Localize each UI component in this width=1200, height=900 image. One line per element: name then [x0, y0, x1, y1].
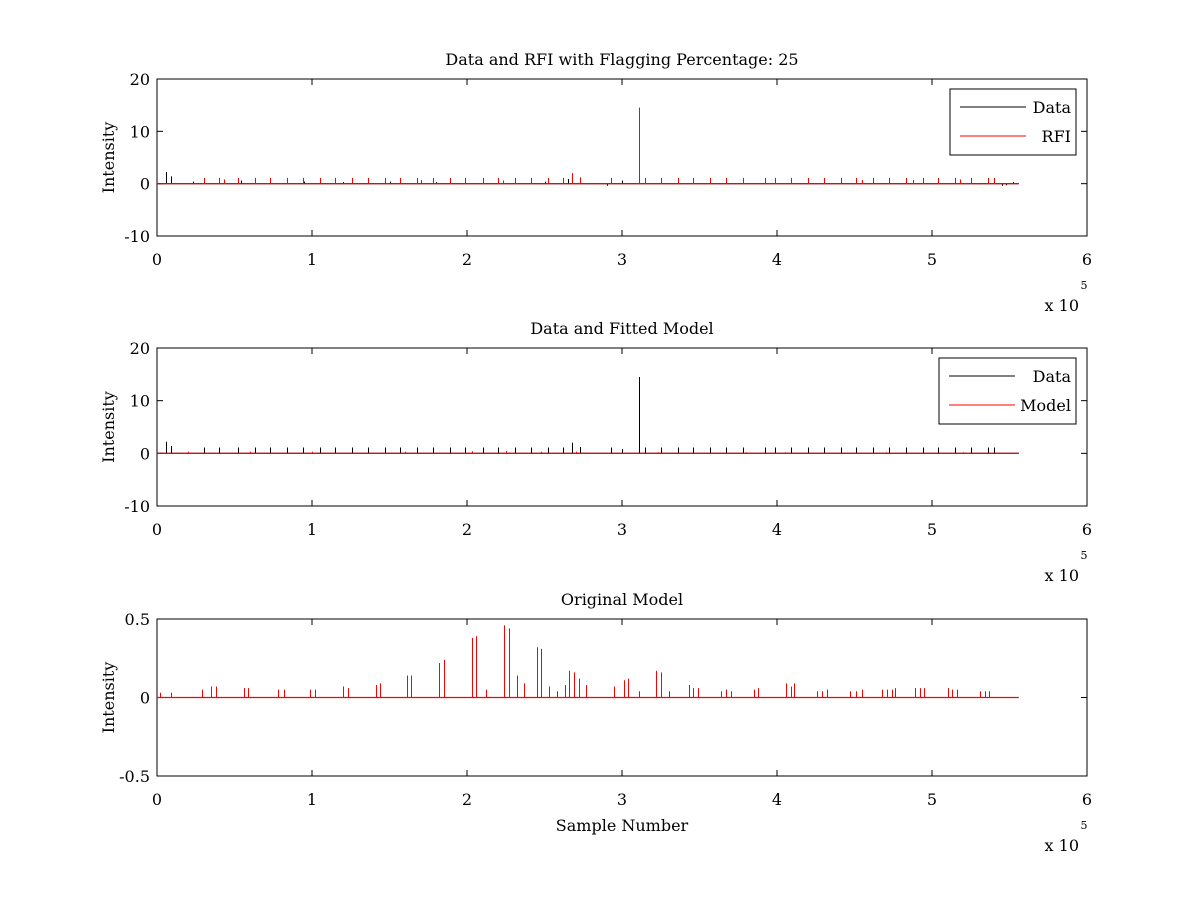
x-tick-label: 3 — [617, 520, 627, 539]
x-tick-label: 3 — [617, 250, 627, 269]
x-tick-label: 4 — [772, 250, 782, 269]
x-tick-label: 0 — [152, 250, 162, 269]
legend-entry: Data — [1033, 367, 1072, 386]
x-tick-label: 1 — [307, 250, 317, 269]
y-tick-label: -10 — [124, 497, 150, 516]
y-tick-label: 0 — [140, 689, 150, 708]
plot-area — [157, 376, 1019, 454]
x-axis-label: Sample Number — [556, 816, 689, 835]
y-tick-label: 20 — [130, 70, 150, 89]
chart-title: Data and RFI with Flagging Percentage: 2… — [445, 50, 798, 69]
legend-box — [949, 88, 1077, 156]
axes-box — [156, 78, 1088, 237]
x-multiplier-exponent: 5 — [1081, 279, 1088, 292]
x-multiplier: x 10 — [1045, 836, 1079, 855]
x-tick-label: 0 — [152, 520, 162, 539]
legend: Data RFI — [949, 88, 1077, 156]
x-tick-label: 2 — [462, 250, 472, 269]
x-tick-label: 6 — [1082, 790, 1092, 809]
panel-1: Data and RFI with Flagging Percentage: 2… — [99, 50, 1092, 315]
x-tick-label: 2 — [462, 520, 472, 539]
y-axis-label: Intensity — [99, 391, 118, 463]
y-tick-label: 0.5 — [125, 610, 150, 629]
x-tick-label: 2 — [462, 790, 472, 809]
legend: Data Model — [938, 357, 1077, 425]
x-multiplier: x 10 — [1045, 296, 1079, 315]
y-tick-label: -0.5 — [119, 767, 150, 786]
axes-box — [156, 347, 1088, 507]
x-multiplier-exponent: 5 — [1081, 819, 1088, 832]
x-tick-label: 0 — [152, 790, 162, 809]
x-tick-label: 3 — [617, 790, 627, 809]
x-tick-label: 6 — [1082, 250, 1092, 269]
y-tick-label: 0 — [140, 175, 150, 194]
y-tick-label: 10 — [130, 122, 150, 141]
chart-title: Original Model — [561, 590, 683, 609]
x-multiplier-exponent: 5 — [1081, 549, 1088, 562]
chart-title: Data and Fitted Model — [530, 319, 713, 338]
y-tick-label: 20 — [130, 339, 150, 358]
series-model — [157, 625, 1019, 699]
y-axis-label: Intensity — [99, 662, 118, 734]
x-tick-label: 4 — [772, 790, 782, 809]
legend-entry: RFI — [1042, 127, 1071, 146]
series-rfi — [157, 107, 1019, 185]
series-model — [157, 450, 1019, 454]
legend-box — [938, 357, 1077, 425]
x-tick-label: 4 — [772, 520, 782, 539]
x-multiplier: x 10 — [1045, 566, 1079, 585]
legend-entry: Data — [1033, 98, 1072, 117]
x-tick-label: 6 — [1082, 520, 1092, 539]
plot-area — [157, 625, 1019, 699]
y-tick-label: 0 — [140, 444, 150, 463]
plot-area — [157, 107, 1019, 186]
y-axis-label: Intensity — [99, 122, 118, 194]
panel-2: Data and Fitted Model Intensity 0 1 2 3 4 5 6 -10… — [99, 319, 1092, 585]
x-tick-label: 5 — [927, 250, 937, 269]
y-tick-label: -10 — [124, 227, 150, 246]
x-tick-label: 5 — [927, 790, 937, 809]
x-tick-label: 1 — [307, 790, 317, 809]
x-tick-label: 1 — [307, 520, 317, 539]
panel-3: Original Model Intensity Sample Number 0 1 2 3… — [99, 590, 1092, 855]
x-tick-label: 5 — [927, 520, 937, 539]
y-tick-label: 10 — [130, 392, 150, 411]
legend-entry: Model — [1020, 396, 1071, 415]
